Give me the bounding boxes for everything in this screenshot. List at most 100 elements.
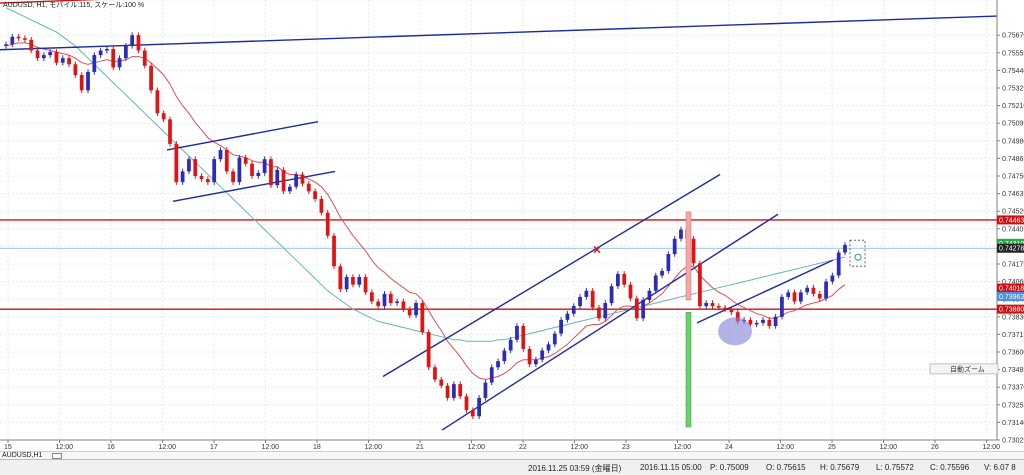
candle-body xyxy=(86,71,90,91)
candle-body xyxy=(231,171,235,183)
candle-body xyxy=(243,157,248,164)
candle-body xyxy=(29,39,34,51)
price-tick-label: 0.73485 xyxy=(1002,367,1024,374)
candle-body xyxy=(521,325,526,349)
marker-bar-green xyxy=(685,311,692,428)
candle-body xyxy=(98,50,103,56)
candle-body xyxy=(723,307,728,310)
candle-body xyxy=(565,313,570,320)
candle-body xyxy=(584,290,589,297)
candle-body xyxy=(477,397,481,417)
candle-body xyxy=(48,52,53,56)
candle-body xyxy=(79,74,84,91)
price-badge-label: 0.73880 xyxy=(999,307,1024,314)
candle-body xyxy=(634,298,639,319)
candle-body xyxy=(679,229,683,239)
candle-body xyxy=(748,319,753,325)
status-volume: V: 6.07 8 xyxy=(984,463,1016,472)
candle-body xyxy=(616,273,620,287)
candle-body xyxy=(16,36,21,39)
time-tick-label: 25 xyxy=(828,444,836,451)
candle-body xyxy=(60,58,65,63)
candle-body xyxy=(559,319,564,334)
price-tick-label: 0.74635 xyxy=(1002,191,1024,198)
candle-body xyxy=(698,263,702,307)
price-badge xyxy=(997,304,1024,314)
candle-body xyxy=(641,299,646,319)
candle-body xyxy=(306,183,311,192)
candle-body xyxy=(647,290,652,300)
candle-body xyxy=(250,163,254,176)
candle-body xyxy=(470,410,475,417)
candle-body xyxy=(729,309,734,313)
candle-body xyxy=(401,301,406,310)
candle-body xyxy=(496,361,500,368)
candle-body xyxy=(811,287,816,294)
candle-body xyxy=(603,303,608,319)
candle-body xyxy=(224,149,229,172)
chart-header: AUDUSD, H1, モバイル:115, スケール:100 % xyxy=(3,1,144,9)
flag-lower-line xyxy=(172,170,336,202)
price-circle xyxy=(854,253,862,261)
candle-body xyxy=(786,292,791,297)
candle-body xyxy=(105,48,109,51)
candle-body xyxy=(452,384,456,398)
candle-body xyxy=(262,159,267,173)
candle-body xyxy=(395,301,399,304)
candle-body xyxy=(35,50,40,59)
candle-body xyxy=(546,344,551,351)
candle-body xyxy=(458,384,463,397)
candle-body xyxy=(218,149,223,160)
time-tick-label: 15 xyxy=(4,444,12,451)
candle-body xyxy=(300,174,305,184)
price-chart[interactable]: × 0.756700.755550.754400.753250.752100.7… xyxy=(0,0,1024,451)
price-badge xyxy=(997,238,1024,248)
price-box xyxy=(849,239,866,267)
trendlines[interactable] xyxy=(0,0,998,431)
candle-body xyxy=(628,284,633,299)
time-tick-label: 12:00 xyxy=(674,444,692,451)
horizontal-lines[interactable] xyxy=(0,219,997,310)
time-axis: 15 12:00 16 12:00 17 12:00 18 12:00 21 12:00 22 12:… xyxy=(0,363,1001,451)
candle-body xyxy=(464,396,469,411)
candle-body xyxy=(41,55,46,59)
candle-body xyxy=(67,58,71,65)
candle-body xyxy=(508,339,513,351)
time-tick-label: 24 xyxy=(725,444,733,451)
candle-body xyxy=(199,176,204,180)
candle-body xyxy=(691,238,696,264)
price-badge-label: 0.73963 xyxy=(999,294,1024,301)
time-tick-label: 17 xyxy=(210,444,218,451)
time-tick-label: 21 xyxy=(416,444,424,451)
candle-body xyxy=(666,254,671,271)
candle-body xyxy=(344,277,349,290)
candle-body xyxy=(426,332,431,368)
price-tick-label: 0.74175 xyxy=(1002,262,1024,269)
zoom-panel xyxy=(929,363,999,375)
candle-body xyxy=(716,306,721,308)
tab-audusd-h1[interactable]: AUDUSD,H1 xyxy=(2,452,43,459)
candle-body xyxy=(830,275,835,282)
candle-body xyxy=(174,143,179,183)
tab-scroll-icon[interactable] xyxy=(52,453,62,459)
candle-body xyxy=(489,367,494,383)
price-badge xyxy=(997,215,1024,225)
status-bar-time: 2016.11.15 05:00 xyxy=(640,463,702,472)
candle-body xyxy=(269,159,273,186)
status-datetime: 2016.11.25 03:59 (金曜日) xyxy=(528,464,622,473)
candle-body xyxy=(123,45,128,59)
candle-body xyxy=(761,319,765,323)
time-tick-label: 12:00 xyxy=(262,444,280,451)
status-low: L: 0.75572 xyxy=(876,463,914,472)
price-badge-label: 0.74278 xyxy=(999,246,1024,253)
candle-body xyxy=(281,169,286,192)
candle-body xyxy=(363,277,368,293)
time-tick-label: 12:00 xyxy=(983,444,1001,451)
